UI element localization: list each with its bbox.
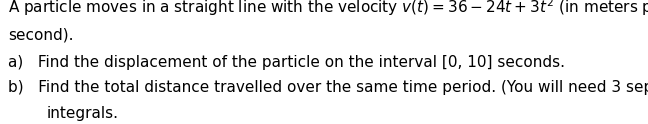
Text: a)   Find the displacement of the particle on the interval [0, 10] seconds.: a) Find the displacement of the particle…: [8, 55, 566, 70]
Text: integrals.: integrals.: [47, 106, 119, 121]
Text: second).: second).: [8, 28, 74, 43]
Text: b)   Find the total distance travelled over the same time period. (You will need: b) Find the total distance travelled ove…: [8, 80, 648, 95]
Text: A particle moves in a straight line with the velocity $v(t) = 36 - 24t + 3t^2$ (: A particle moves in a straight line with…: [8, 0, 648, 18]
